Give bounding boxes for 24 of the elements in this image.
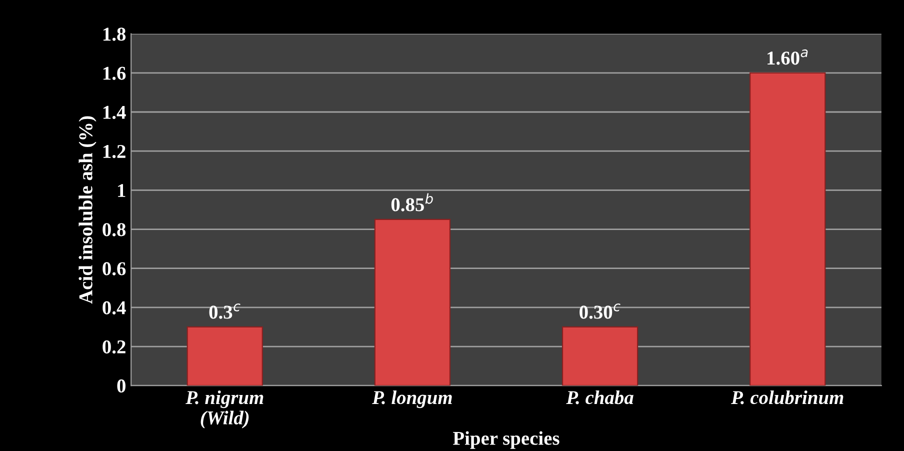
data-label: 0.30$^{c}$: [580, 304, 620, 319]
y-axis-title: Acid insoluble ash (%): [78, 116, 96, 304]
bar: [750, 72, 826, 386]
y-tick-label: 0: [117, 379, 126, 393]
x-tick-label: P. nigrum (Wild): [186, 390, 264, 428]
x-tick-label: P. chaba: [566, 390, 634, 404]
y-tick-label: 1: [118, 184, 126, 197]
x-tick-label: P. colubrinum: [731, 390, 844, 404]
y-tick-label: 0.4: [102, 301, 126, 314]
bar: [562, 326, 638, 386]
y-tick-label: 0.8: [102, 223, 126, 236]
y-tick-label: 1.8: [103, 28, 126, 41]
data-label: 1.60$^{a}$: [768, 49, 808, 65]
data-label: 0.3$^{c}$: [209, 304, 240, 319]
bar: [186, 326, 263, 386]
bar: [374, 218, 451, 386]
y-tick-label: 1.6: [103, 66, 126, 80]
y-tick-label: 0.6: [102, 262, 126, 276]
y-tick-label: 1.2: [103, 144, 126, 158]
y-tick-label: 0.2: [102, 340, 126, 354]
x-axis-title: Piper species: [453, 431, 560, 449]
data-label: 0.85$^{b}$: [391, 193, 433, 212]
y-tick-label: 1.4: [103, 106, 126, 120]
x-tick-label: P. longum: [372, 390, 452, 408]
